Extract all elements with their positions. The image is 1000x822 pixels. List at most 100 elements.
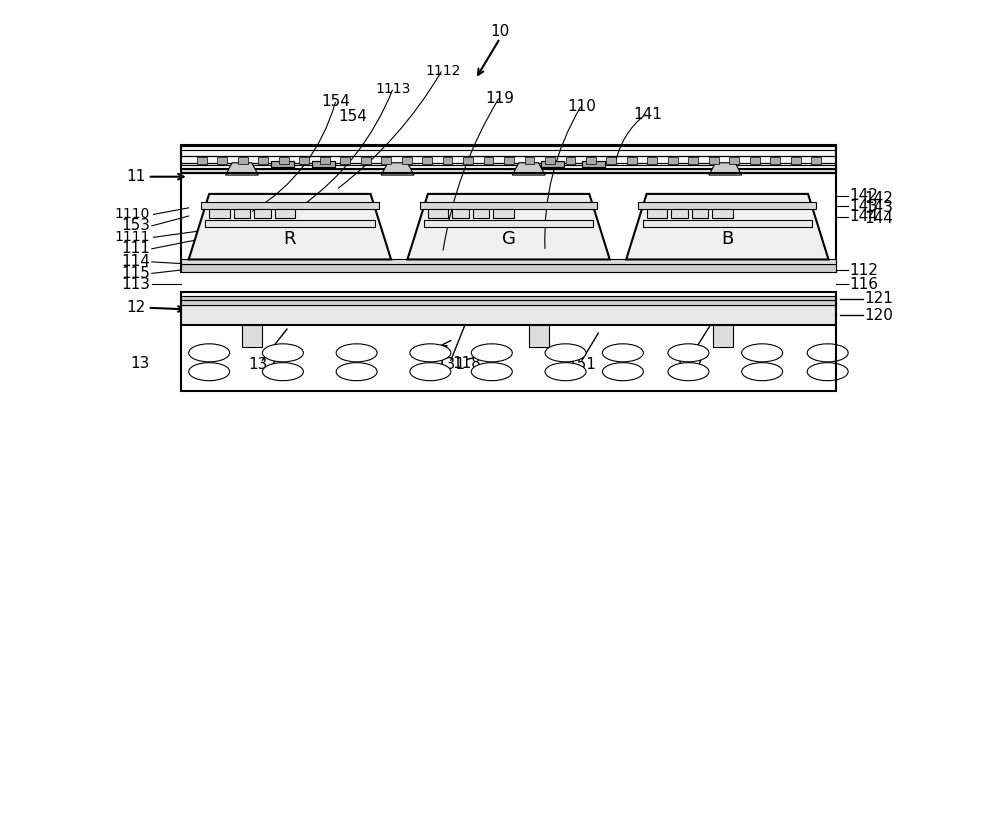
FancyBboxPatch shape [340, 157, 350, 164]
Text: 153: 153 [121, 219, 150, 233]
FancyBboxPatch shape [582, 161, 605, 167]
FancyBboxPatch shape [234, 209, 250, 219]
Text: B: B [721, 230, 733, 248]
Ellipse shape [471, 363, 512, 381]
Text: 142: 142 [865, 191, 893, 206]
FancyBboxPatch shape [361, 157, 371, 164]
FancyBboxPatch shape [729, 157, 739, 164]
Polygon shape [189, 194, 391, 260]
FancyBboxPatch shape [791, 157, 801, 164]
FancyBboxPatch shape [181, 296, 836, 299]
Text: 12: 12 [126, 300, 145, 316]
Ellipse shape [410, 363, 451, 381]
FancyBboxPatch shape [504, 157, 514, 164]
FancyBboxPatch shape [668, 157, 678, 164]
Text: 13: 13 [130, 356, 149, 371]
Text: 119: 119 [486, 90, 514, 105]
FancyBboxPatch shape [181, 304, 836, 325]
Text: 110: 110 [567, 99, 596, 113]
Ellipse shape [262, 344, 303, 362]
Polygon shape [381, 163, 414, 175]
Text: 142: 142 [850, 188, 879, 203]
Text: 1113: 1113 [376, 82, 411, 96]
Ellipse shape [668, 344, 709, 362]
FancyBboxPatch shape [484, 157, 493, 164]
FancyBboxPatch shape [428, 209, 448, 219]
FancyBboxPatch shape [529, 324, 549, 347]
FancyBboxPatch shape [181, 264, 836, 272]
FancyBboxPatch shape [238, 157, 248, 164]
FancyBboxPatch shape [443, 157, 452, 164]
FancyBboxPatch shape [688, 157, 698, 164]
Polygon shape [626, 194, 829, 260]
Text: 112: 112 [850, 262, 879, 278]
FancyBboxPatch shape [197, 157, 207, 164]
Ellipse shape [336, 363, 377, 381]
Text: 122: 122 [674, 357, 703, 372]
FancyBboxPatch shape [181, 169, 836, 173]
Polygon shape [407, 194, 610, 260]
Ellipse shape [545, 363, 586, 381]
Ellipse shape [602, 344, 643, 362]
Text: 117: 117 [420, 344, 449, 359]
Text: 141: 141 [633, 107, 662, 122]
Polygon shape [512, 163, 545, 175]
Ellipse shape [545, 344, 586, 362]
Text: 1111: 1111 [115, 230, 150, 244]
FancyBboxPatch shape [545, 157, 555, 164]
Text: 1110: 1110 [115, 207, 150, 221]
Text: 144: 144 [850, 210, 879, 224]
Text: 132: 132 [248, 357, 277, 372]
Ellipse shape [189, 344, 230, 362]
Text: 131: 131 [436, 357, 465, 372]
FancyBboxPatch shape [258, 157, 268, 164]
FancyBboxPatch shape [452, 209, 469, 219]
FancyBboxPatch shape [712, 209, 733, 219]
Text: 10: 10 [490, 24, 510, 39]
Text: 116: 116 [850, 276, 879, 292]
FancyBboxPatch shape [811, 157, 821, 164]
FancyBboxPatch shape [770, 157, 780, 164]
FancyBboxPatch shape [541, 161, 564, 167]
Text: 114: 114 [121, 254, 150, 270]
FancyBboxPatch shape [627, 157, 637, 164]
Text: 143: 143 [850, 199, 879, 214]
Polygon shape [709, 163, 742, 175]
FancyBboxPatch shape [647, 157, 657, 164]
Text: 151: 151 [567, 357, 596, 372]
FancyBboxPatch shape [709, 157, 719, 164]
FancyBboxPatch shape [420, 202, 597, 209]
Text: 1112: 1112 [425, 64, 460, 78]
Ellipse shape [807, 344, 848, 362]
FancyBboxPatch shape [201, 202, 379, 209]
Ellipse shape [742, 344, 783, 362]
FancyBboxPatch shape [525, 157, 534, 164]
FancyBboxPatch shape [643, 220, 812, 227]
Polygon shape [226, 163, 258, 175]
Text: 11: 11 [126, 169, 145, 184]
FancyBboxPatch shape [750, 157, 760, 164]
FancyBboxPatch shape [299, 157, 309, 164]
Text: 144: 144 [865, 211, 893, 226]
FancyBboxPatch shape [647, 209, 667, 219]
FancyBboxPatch shape [242, 324, 262, 347]
FancyBboxPatch shape [606, 157, 616, 164]
FancyBboxPatch shape [566, 157, 575, 164]
Text: 113: 113 [121, 276, 150, 292]
FancyBboxPatch shape [217, 157, 227, 164]
FancyBboxPatch shape [381, 157, 391, 164]
Text: 115: 115 [121, 266, 150, 281]
FancyBboxPatch shape [671, 209, 688, 219]
Ellipse shape [471, 344, 512, 362]
Text: 111: 111 [121, 242, 150, 256]
Ellipse shape [189, 363, 230, 381]
Ellipse shape [742, 363, 783, 381]
FancyBboxPatch shape [402, 157, 412, 164]
FancyBboxPatch shape [209, 209, 230, 219]
FancyBboxPatch shape [320, 157, 330, 164]
FancyBboxPatch shape [181, 260, 836, 264]
Ellipse shape [602, 363, 643, 381]
Ellipse shape [410, 344, 451, 362]
FancyBboxPatch shape [279, 157, 289, 164]
Text: G: G [502, 230, 516, 248]
